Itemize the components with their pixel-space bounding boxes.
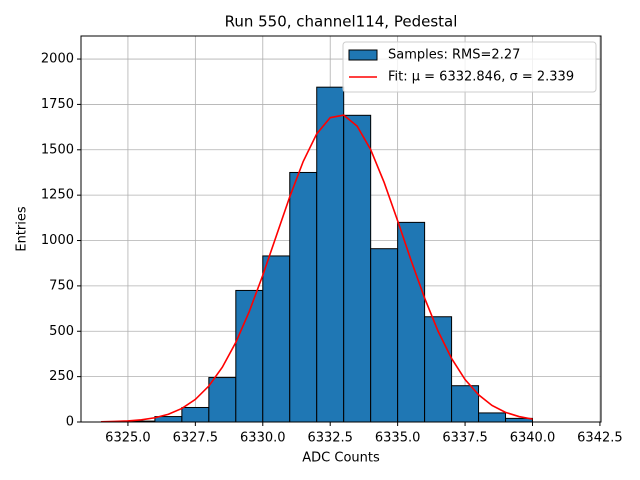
histogram-bar — [289, 171, 318, 423]
y-axis-label: Entries — [15, 206, 30, 252]
legend-label: Samples: RMS=2.27 — [388, 48, 520, 63]
legend: Samples: RMS=2.27 Fit: μ = 6332.846, σ = … — [342, 41, 597, 93]
histogram-bar — [181, 406, 210, 423]
fit-line — [100, 114, 533, 423]
y-tick-label: 500 — [49, 324, 74, 339]
y-tick-label: 250 — [49, 369, 74, 384]
x-tick-label: 6332.5 — [307, 431, 353, 446]
legend-box — [342, 41, 597, 93]
histogram-bar — [478, 412, 507, 423]
histogram-bar — [343, 114, 372, 423]
histogram-bar — [370, 248, 399, 423]
x-tick-label: 6325.0 — [105, 431, 151, 446]
x-tick-label: 6330.0 — [240, 431, 286, 446]
x-tick-label: 6340.0 — [510, 431, 556, 446]
y-tick-label: 1250 — [41, 188, 74, 203]
histogram-bar — [316, 86, 345, 423]
x-tick-label: 6342.5 — [577, 431, 623, 446]
x-axis-label: ADC Counts — [302, 451, 380, 466]
x-tick-label: 6335.0 — [375, 431, 421, 446]
histogram-bar — [397, 221, 426, 423]
y-tick-label: 2000 — [41, 52, 74, 67]
histogram-bar — [451, 385, 480, 423]
histogram-bar — [208, 377, 237, 423]
x-tick-label: 6337.5 — [442, 431, 488, 446]
y-tick-label: 0 — [66, 415, 74, 430]
x-tick-label: 6327.5 — [173, 431, 219, 446]
legend-label: Fit: μ = 6332.846, σ = 2.339 — [388, 70, 574, 85]
legend-swatch — [348, 49, 378, 61]
axes-frame — [80, 35, 602, 423]
histogram-bar — [262, 255, 291, 423]
y-tick-label: 1000 — [41, 233, 74, 248]
y-tick-label: 1500 — [41, 142, 74, 157]
ticks: 6325.0 6327.5 6330.0 6332.5 6335.0 6337.5 6340… — [41, 52, 623, 446]
chart-title: Run 550, channel114, Pedestal — [225, 13, 458, 31]
plot-area — [100, 86, 533, 423]
y-tick-label: 750 — [49, 278, 74, 293]
y-tick-label: 1750 — [41, 97, 74, 112]
histogram-bar — [424, 316, 453, 423]
